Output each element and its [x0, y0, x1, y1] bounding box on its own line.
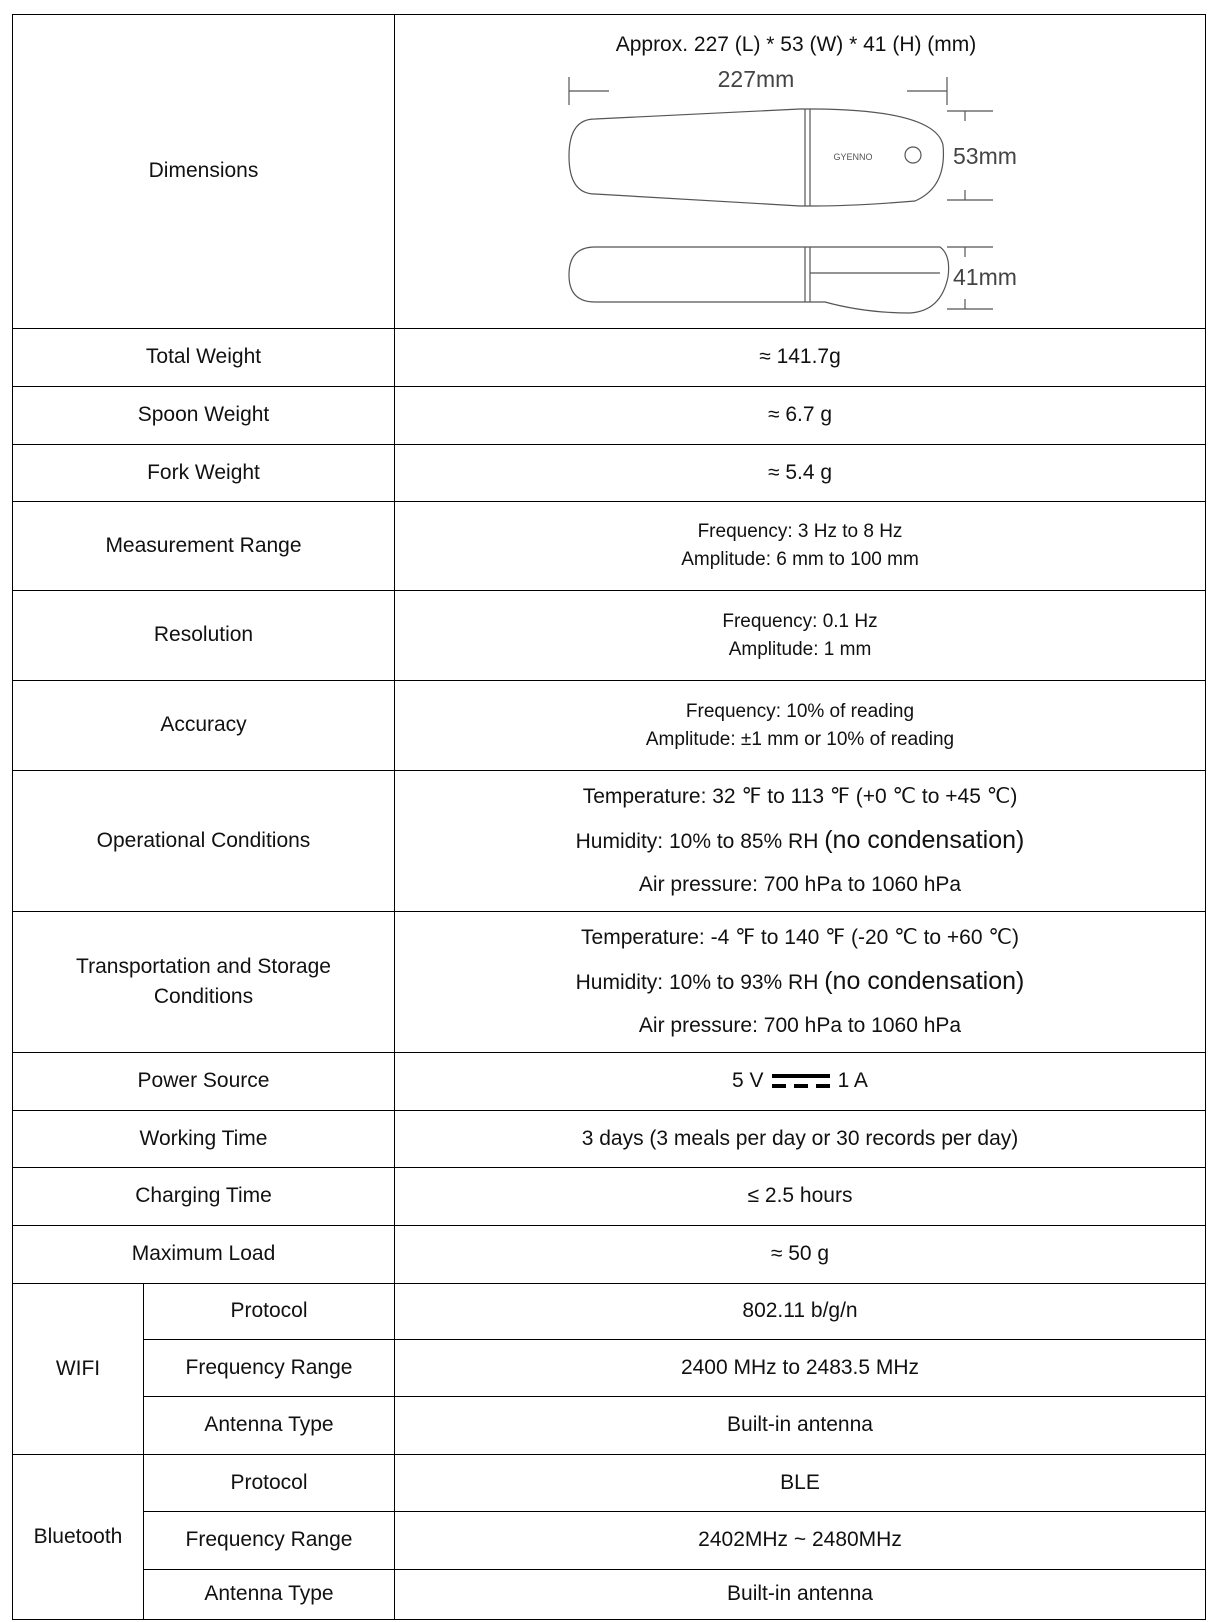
row-value: ≈ 141.7g [394, 328, 1206, 387]
row-label: Total Weight [12, 328, 395, 387]
row: Measurement Range Frequency: 3 Hz to 8 Hz… [12, 501, 1206, 591]
value-text: 1 A [837, 1069, 868, 1093]
row-label: Accuracy [12, 680, 395, 771]
value-line: Air pressure: 700 hPa to 1060 hPa [638, 872, 962, 896]
row: Operational Conditions Temperature: 32 ℉ … [12, 770, 1206, 912]
row-label: Operational Conditions [12, 770, 395, 912]
row-value: ≈ 6.7 g [394, 386, 1206, 445]
group-label: Bluetooth [12, 1454, 144, 1620]
row: Frequency Range 2402MHz ~ 2480MHz [13, 1511, 1206, 1570]
value-line: ≈ 141.7g [759, 345, 841, 369]
row-label: Working Time [12, 1110, 395, 1168]
value-line: Air pressure: 700 hPa to 1060 hPa [638, 1013, 962, 1037]
row-value: Frequency: 10% of reading Amplitude: ±1 m… [394, 680, 1206, 771]
row-label: Power Source [12, 1052, 395, 1111]
width-label: 53mm [953, 143, 1017, 169]
row-label: Antenna Type [143, 1396, 395, 1455]
row-label: Frequency Range [143, 1339, 395, 1397]
value-line: 5 V 1 A [395, 1066, 1205, 1096]
value-line: ≈ 6.7 g [767, 403, 833, 427]
row: Charging Time ≤ 2.5 hours [12, 1167, 1206, 1226]
row-value: ≤ 2.5 hours [394, 1167, 1206, 1226]
row-value: BLE [394, 1454, 1206, 1512]
row-value: Frequency: 3 Hz to 8 Hz Amplitude: 6 mm t… [394, 501, 1206, 591]
row: Total Weight ≈ 141.7g [12, 328, 1206, 387]
row-label: Transportation and Storage Conditions [12, 911, 395, 1053]
value-text: Humidity: 10% to 93% RH [575, 971, 819, 995]
value-line: ≈ 5.4 g [767, 460, 833, 484]
row-label: Maximum Load [12, 1225, 395, 1284]
row: Resolution Frequency: 0.1 Hz Amplitude: 1 … [12, 590, 1206, 681]
dimension-cell: Approx. 227 (L) * 53 (W) * 41 (H) (mm) 2… [394, 14, 1206, 329]
dimension-diagram: Approx. 227 (L) * 53 (W) * 41 (H) (mm) 2… [568, 33, 1017, 314]
value-line: Frequency: 3 Hz to 8 Hz [697, 521, 903, 543]
row-value: ≈ 50 g [394, 1225, 1206, 1284]
row-label: Frequency Range [143, 1511, 395, 1570]
value-text: Humidity: 10% to 85% RH [575, 830, 819, 854]
value-text: (no condensation) [824, 967, 1025, 996]
brand-label: GYENNO [833, 152, 872, 162]
row-value: 802.11 b/g/n [394, 1283, 1206, 1340]
row-value: Frequency: 0.1 Hz Amplitude: 1 mm [394, 590, 1206, 681]
length-label: 227mm [718, 66, 795, 92]
height-label: 41mm [953, 264, 1017, 290]
dimension-caption: Approx. 227 (L) * 53 (W) * 41 (H) (mm) [616, 33, 977, 56]
row-label: Protocol [143, 1454, 395, 1512]
table-body: Dimensions Approx. 227 (L) * 53 (W) * 41… [12, 14, 1206, 1620]
diagram-lines [568, 77, 993, 314]
value-line: Frequency: 0.1 Hz [722, 610, 878, 632]
value-line: Humidity: 10% to 93% RH (no condensation… [395, 958, 1205, 1006]
value-text: 5 V [732, 1069, 764, 1093]
value-line: Amplitude: ±1 mm or 10% of reading [645, 728, 955, 750]
row-value: 5 V 1 A [394, 1052, 1206, 1111]
row-value: Built-in antenna [394, 1396, 1206, 1455]
value-line: Temperature: 32 ℉ to 113 ℉ (+0 ℃ to +45 … [582, 785, 1018, 809]
row-value: ≈ 5.4 g [394, 444, 1206, 502]
row: Transportation and Storage Conditions Tem… [12, 911, 1206, 1053]
spec-table: Dimensions Approx. 227 (L) * 53 (W) * 41… [12, 14, 1206, 1620]
row: Spoon Weight ≈ 6.7 g [12, 386, 1206, 445]
group-label: WIFI [12, 1283, 144, 1455]
value-line: Temperature: -4 ℉ to 140 ℉ (-20 ℃ to +60… [581, 926, 1019, 950]
row-value: 2400 MHz to 2483.5 MHz [394, 1339, 1206, 1397]
value-line: Frequency: 10% of reading [685, 700, 915, 722]
row: WIFI Protocol 802.11 b/g/n [12, 1283, 1206, 1455]
row: Working Time 3 days (3 meals per day or 3… [12, 1110, 1206, 1168]
row-label: Resolution [12, 590, 395, 681]
row: Dimensions Approx. 227 (L) * 53 (W) * 41… [12, 14, 1206, 329]
row: Antenna Type Built-in antenna [13, 1396, 1206, 1455]
row-label: Spoon Weight [12, 386, 395, 445]
value-line: Humidity: 10% to 85% RH (no condensation… [395, 817, 1205, 865]
value-line: Amplitude: 1 mm [728, 638, 872, 660]
value-line: Amplitude: 6 mm to 100 mm [681, 549, 919, 570]
value-text: (no condensation) [824, 826, 1025, 855]
value-line: ≤ 2.5 hours [747, 1184, 853, 1208]
row-label: Protocol [143, 1283, 395, 1340]
row-label: Fork Weight [12, 444, 395, 502]
row: Antenna Type Built-in antenna [13, 1569, 1206, 1620]
row-label: Dimensions [12, 14, 395, 329]
row-value: Temperature: -4 ℉ to 140 ℉ (-20 ℃ to +60… [394, 911, 1206, 1053]
row: Accuracy Frequency: 10% of reading Amplitu… [12, 680, 1206, 771]
value-line: 3 days (3 meals per day or 30 records pe… [581, 1126, 1019, 1150]
row: Frequency Range 2400 MHz to 2483.5 MHz [13, 1339, 1206, 1397]
row-label: Charging Time [12, 1167, 395, 1226]
row: Power Source 5 V 1 A [12, 1052, 1206, 1111]
row: Maximum Load ≈ 50 g [12, 1225, 1206, 1284]
row-value: Temperature: 32 ℉ to 113 ℉ (+0 ℃ to +45 … [394, 770, 1206, 912]
dc-symbol [771, 1073, 830, 1088]
row-label: Measurement Range [12, 501, 395, 591]
row: Bluetooth Protocol BLE [12, 1454, 1206, 1620]
row-value: 3 days (3 meals per day or 30 records pe… [394, 1110, 1206, 1168]
row-label: Antenna Type [143, 1569, 395, 1620]
row: Fork Weight ≈ 5.4 g [12, 444, 1206, 502]
value-line: ≈ 50 g [770, 1242, 830, 1266]
row-value: Built-in antenna [394, 1569, 1206, 1620]
row-value: 2402MHz ~ 2480MHz [394, 1511, 1206, 1570]
